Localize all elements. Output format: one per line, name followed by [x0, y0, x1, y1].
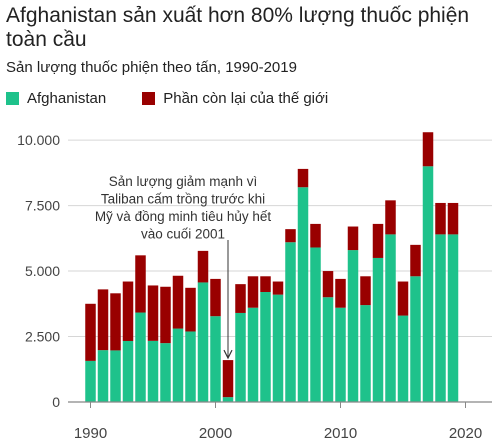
bar-rest-of-world-2006: [285, 229, 296, 243]
bar-afghanistan-1996: [160, 343, 171, 402]
bar-rest-of-world-2013: [372, 223, 384, 258]
annotation-line-2: Taliban cấm trồng trước khi: [101, 192, 265, 207]
bar-rest-of-world-1995: [147, 285, 159, 341]
bar-rest-of-world-2019: [447, 202, 459, 235]
y-tick-label-10000: 10.000: [17, 132, 60, 148]
y-tick-label-2500: 2.500: [25, 329, 60, 345]
bar-rest-of-world-1998: [185, 287, 196, 332]
y-tick-label-5000: 5.000: [25, 263, 60, 279]
bar-afghanistan-2016: [410, 276, 421, 402]
legend-swatch-rest-of-world: [142, 92, 156, 105]
bar-afghanistan-1997: [172, 328, 184, 402]
bar-afghanistan-2017: [422, 166, 434, 402]
bar-rest-of-world-2012: [360, 276, 371, 306]
bar-afghanistan-2005: [272, 294, 284, 402]
annotation-line-4: vào cuối 2001: [141, 227, 225, 242]
legend-swatch-afghanistan: [6, 92, 19, 105]
bar-afghanistan-2015: [397, 315, 409, 402]
bar-afghanistan-1995: [147, 340, 159, 402]
bar-afghanistan-2006: [285, 242, 296, 402]
x-tick-label-2000: 2000: [199, 425, 232, 442]
bar-afghanistan-2014: [385, 234, 396, 402]
bar-afghanistan-2007: [297, 187, 309, 402]
legend-item-rest-of-world: Phần còn lại của thế giới: [142, 90, 328, 107]
legend-label-afghanistan: Afghanistan: [27, 90, 107, 107]
bar-afghanistan-2012: [360, 305, 371, 402]
bar-afghanistan-1998: [185, 331, 196, 402]
legend-label-rest-of-world: Phần còn lại của thế giới: [163, 90, 329, 107]
bar-afghanistan-1993: [122, 340, 134, 402]
bar-afghanistan-2019: [447, 234, 459, 402]
bar-afghanistan-1994: [135, 312, 146, 402]
annotation-line-3: Mỹ và đồng minh tiêu hủy hết: [95, 209, 272, 224]
bar-afghanistan-1990: [85, 360, 96, 402]
bar-rest-of-world-2018: [435, 202, 446, 235]
bar-rest-of-world-2015: [397, 281, 409, 316]
bar-afghanistan-2013: [372, 257, 384, 402]
bar-rest-of-world-2001: [222, 360, 234, 398]
y-tick-label-0: 0: [52, 394, 60, 410]
bar-rest-of-world-2017: [422, 132, 434, 167]
bar-rest-of-world-2005: [272, 281, 284, 295]
bar-afghanistan-2003: [247, 307, 259, 402]
bar-rest-of-world-2002: [235, 284, 246, 313]
bar-rest-of-world-1991: [97, 289, 109, 351]
bar-afghanistan-2002: [235, 312, 246, 402]
bar-rest-of-world-1999: [197, 250, 209, 283]
annotation-line-1: Sản lượng giảm mạnh vì: [109, 174, 257, 189]
bar-rest-of-world-2010: [335, 278, 346, 308]
bar-rest-of-world-2004: [260, 276, 271, 292]
bar-rest-of-world-1996: [160, 286, 171, 344]
bar-afghanistan-2018: [435, 234, 446, 402]
bar-afghanistan-2011: [347, 250, 359, 402]
x-tick-label-1990: 1990: [74, 425, 107, 442]
bar-afghanistan-2000: [210, 316, 221, 402]
bar-rest-of-world-2007: [297, 168, 309, 188]
x-tick-label-2010: 2010: [324, 425, 357, 442]
bar-rest-of-world-1992: [110, 293, 121, 351]
bar-afghanistan-2004: [260, 292, 271, 402]
bar-rest-of-world-1990: [85, 303, 96, 361]
annotation-arrowhead: [223, 349, 233, 360]
bar-afghanistan-1991: [97, 350, 109, 402]
bar-rest-of-world-1993: [122, 281, 134, 341]
bar-afghanistan-2001: [222, 397, 234, 402]
bar-rest-of-world-2009: [322, 271, 334, 298]
bar-rest-of-world-2011: [347, 226, 359, 251]
chart-subtitle: Sản lượng thuốc phiện theo tấn, 1990-201…: [6, 59, 297, 76]
bar-rest-of-world-1994: [135, 255, 146, 313]
bar-rest-of-world-2000: [210, 278, 221, 317]
y-tick-label-7500: 7.500: [25, 198, 60, 214]
bar-rest-of-world-2008: [310, 223, 321, 248]
bar-afghanistan-2009: [322, 297, 334, 402]
x-tick-label-2020: 2020: [449, 425, 482, 442]
bar-afghanistan-2008: [310, 247, 321, 402]
bar-afghanistan-1999: [197, 282, 209, 402]
bar-rest-of-world-2014: [385, 200, 396, 235]
chart-title: Afghanistan sản xuất hơn 80% lượng thuốc…: [6, 4, 470, 51]
bar-rest-of-world-2016: [410, 244, 421, 277]
bar-rest-of-world-1997: [172, 275, 184, 329]
bar-afghanistan-1992: [110, 350, 121, 402]
bar-afghanistan-2010: [335, 307, 346, 402]
legend-item-afghanistan: Afghanistan: [6, 90, 106, 107]
bar-rest-of-world-2003: [247, 276, 259, 308]
chart-legend: Afghanistan Phần còn lại của thế giới: [6, 90, 364, 107]
